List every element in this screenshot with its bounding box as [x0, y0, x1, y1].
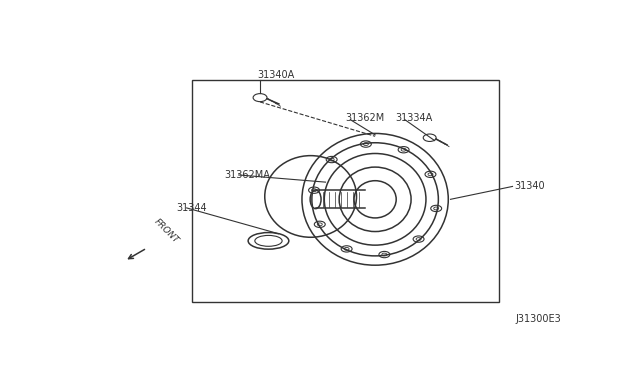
- Text: J31300E3: J31300E3: [515, 314, 561, 324]
- Text: 31340A: 31340A: [257, 70, 294, 80]
- Text: FRONT: FRONT: [152, 217, 180, 245]
- Text: 31362M: 31362M: [346, 113, 385, 123]
- Text: 31362MA: 31362MA: [224, 170, 269, 180]
- Bar: [191, 80, 499, 302]
- Text: 31340: 31340: [514, 182, 545, 192]
- Text: 31344: 31344: [177, 203, 207, 213]
- Text: 31334A: 31334A: [395, 113, 432, 123]
